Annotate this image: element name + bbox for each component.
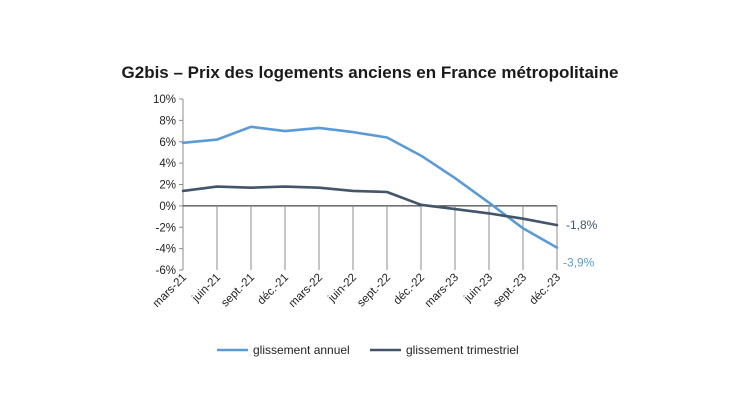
x-tick-label: déc.-21 (256, 272, 292, 308)
x-tick-label: sept.-22 (355, 272, 393, 310)
x-tick-label: mars-23 (423, 272, 461, 310)
y-tick-label: 0% (159, 201, 176, 213)
plot-area (181, 125, 559, 249)
x-tick-label: déc.-22 (392, 272, 428, 308)
y-tick-label: -2% (156, 222, 176, 234)
x-tick-label: juin-21 (190, 272, 224, 306)
end-labels: -3,9% -1,8% (563, 218, 598, 269)
x-tick-label: sept.-21 (219, 272, 257, 310)
chart-title: G2bis – Prix des logements anciens en Fr… (122, 63, 619, 82)
end-value-label: -3,9% (563, 256, 595, 270)
series-line-trimestriel (181, 185, 559, 227)
y-tick-label: 6% (159, 137, 176, 149)
x-tick-label: mars-22 (287, 272, 325, 310)
y-tick-label: -6% (156, 265, 176, 277)
x-tick-label: mars-21 (151, 272, 189, 310)
x-tick-label: juin-22 (326, 272, 360, 306)
y-tick-label: 2% (159, 180, 176, 192)
y-tick-label: 10% (153, 94, 176, 106)
legend-label: glissement trimestriel (406, 343, 519, 357)
series-line-annuel (181, 125, 559, 249)
end-value-label: -1,8% (566, 218, 598, 232)
legend: glissement annuel glissement trimestriel (217, 343, 519, 357)
y-tick-label: -4% (156, 244, 176, 256)
legend-label: glissement annuel (253, 343, 350, 357)
y-tick-label: 8% (159, 115, 176, 127)
y-tick-label: 4% (159, 158, 176, 170)
x-tick-label: juin-23 (462, 272, 496, 306)
y-axis: 10% 8% 6% 4% 2% 0% -2% -4% -6% (153, 94, 184, 277)
x-tick-label: sept.-23 (491, 272, 529, 310)
x-tick-label: déc.-23 (528, 272, 564, 308)
